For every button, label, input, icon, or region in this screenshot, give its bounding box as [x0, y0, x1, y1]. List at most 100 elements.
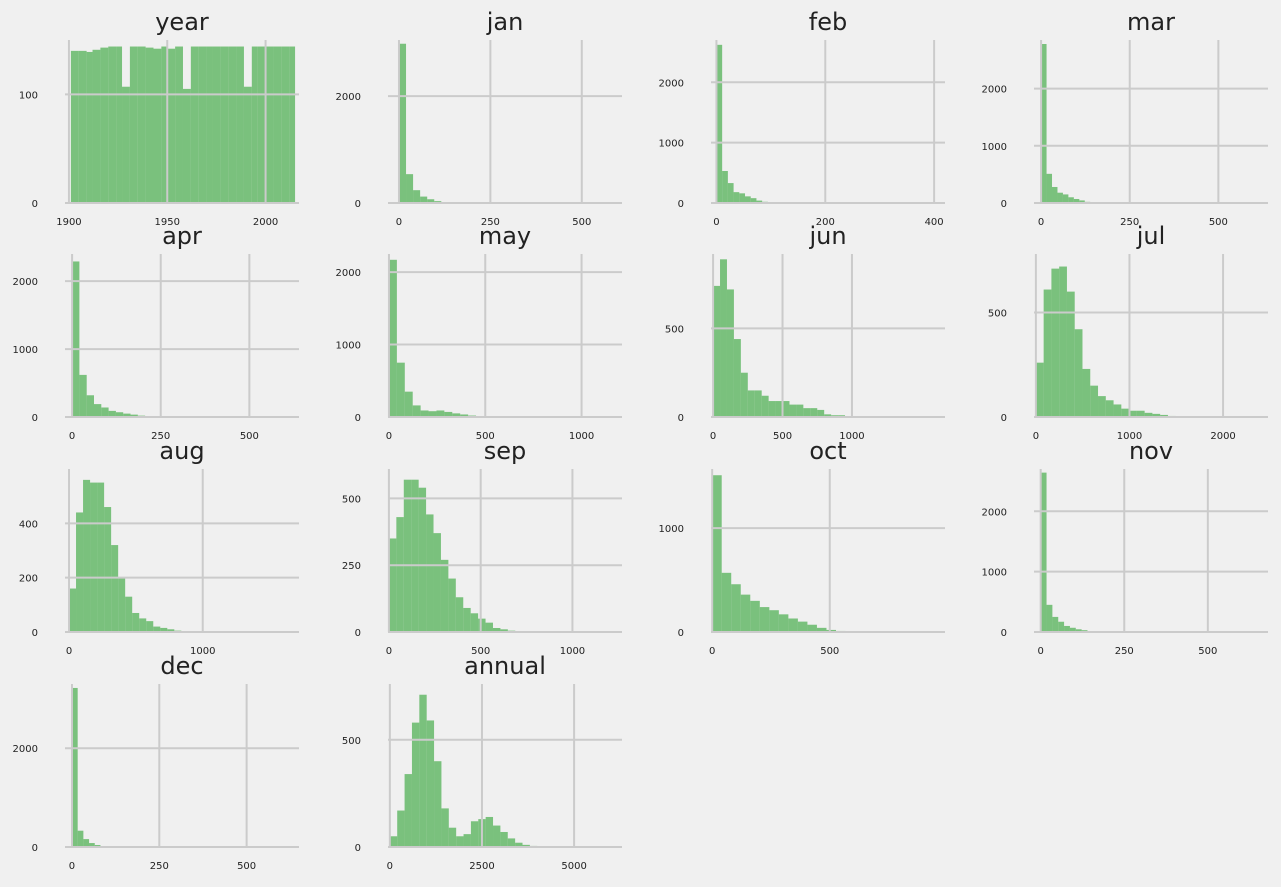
histogram-bar — [146, 48, 154, 203]
x-tick-label: 500 — [820, 646, 839, 657]
histogram-bar — [464, 834, 471, 847]
histogram-bar — [207, 47, 213, 203]
histogram-bar — [1114, 404, 1122, 417]
y-tick-label: 0 — [32, 199, 38, 210]
histogram-bar — [463, 608, 470, 632]
histogram-bar — [798, 622, 808, 632]
y-tick-label: 0 — [678, 199, 684, 210]
histogram-bar — [118, 578, 125, 632]
histogram-bar — [146, 621, 153, 632]
histogram-bar — [779, 614, 789, 632]
histogram-bar — [750, 601, 760, 632]
histogram-bar — [411, 480, 418, 632]
histogram-bar — [1052, 617, 1058, 632]
histogram-bar — [252, 47, 258, 203]
histogram-bar — [810, 408, 817, 417]
histogram-bar — [728, 183, 734, 203]
histogram-bar — [101, 407, 108, 417]
y-tick-label: 1000 — [336, 341, 361, 352]
histogram-bar — [788, 619, 798, 632]
histogram-bar — [389, 538, 396, 632]
y-tick-label: 0 — [678, 413, 684, 424]
histogram-bar — [434, 761, 441, 847]
histogram-bar — [396, 517, 403, 632]
histogram-bar — [220, 47, 228, 203]
histogram-bar — [426, 514, 433, 632]
x-tick-label: 0 — [69, 861, 75, 872]
histogram-bar — [405, 392, 413, 417]
histogram-bar — [87, 395, 94, 417]
histogram-title: oct — [809, 437, 846, 465]
histogram-bar — [258, 47, 266, 203]
histogram-bar — [1090, 386, 1098, 417]
histogram-bar — [167, 49, 175, 203]
histogram-title: jan — [486, 8, 524, 36]
histogram-bar — [789, 405, 796, 417]
histogram-bar — [94, 404, 101, 417]
histogram-bar — [803, 408, 810, 417]
histogram-bar — [397, 811, 404, 847]
histogram-bar — [183, 89, 191, 203]
histogram-bar — [83, 839, 89, 847]
histogram-bar — [281, 47, 289, 203]
histogram-bar — [1082, 369, 1090, 417]
y-tick-label: 1000 — [982, 568, 1007, 579]
y-tick-label: 0 — [32, 843, 38, 854]
histogram-bar — [762, 396, 769, 417]
histogram-bar — [108, 47, 116, 203]
x-tick-label: 500 — [1198, 646, 1217, 657]
y-tick-label: 500 — [988, 309, 1007, 320]
histogram-bar — [500, 832, 507, 847]
histogram-bar — [93, 50, 101, 203]
histogram-bar — [289, 47, 295, 203]
y-tick-label: 0 — [355, 413, 361, 424]
histogram-title: jul — [1136, 222, 1166, 250]
histogram-bar — [807, 625, 817, 632]
y-tick-label: 100 — [19, 90, 38, 101]
histogram-bar — [817, 410, 824, 417]
histogram-bar — [104, 507, 111, 632]
histogram-bar — [405, 774, 412, 847]
histogram-bar — [79, 51, 87, 203]
histogram-bar — [1047, 174, 1052, 203]
histogram-bar — [712, 475, 722, 632]
x-tick-label: 5000 — [561, 861, 586, 872]
histogram-bar — [266, 47, 274, 203]
histogram-bar — [796, 405, 803, 417]
histogram-bar — [441, 560, 448, 632]
histogram-bar — [212, 47, 220, 203]
histogram-bar — [769, 401, 776, 417]
y-tick-label: 1000 — [659, 139, 684, 150]
y-tick-label: 0 — [1001, 628, 1007, 639]
histogram-bar — [760, 607, 770, 632]
histogram-bar — [741, 595, 751, 632]
histogram-bar — [236, 47, 244, 203]
histogram-bar — [97, 483, 104, 632]
histogram-bar — [741, 373, 748, 417]
histogram-bar — [1121, 409, 1129, 417]
histogram-bar — [755, 390, 762, 417]
histogram-bar — [1057, 193, 1062, 203]
y-tick-label: 2000 — [336, 268, 361, 279]
histogram-bar — [175, 47, 183, 203]
histogram-bar — [731, 584, 741, 632]
histogram-bar — [734, 192, 740, 203]
histogram-bar — [87, 52, 93, 203]
histogram-bar — [76, 512, 83, 632]
histogram-bar — [1044, 290, 1052, 417]
histogram-bar — [1075, 329, 1083, 417]
y-tick-label: 500 — [342, 736, 361, 747]
histogram-bar — [153, 49, 161, 203]
y-tick-label: 2000 — [13, 277, 38, 288]
